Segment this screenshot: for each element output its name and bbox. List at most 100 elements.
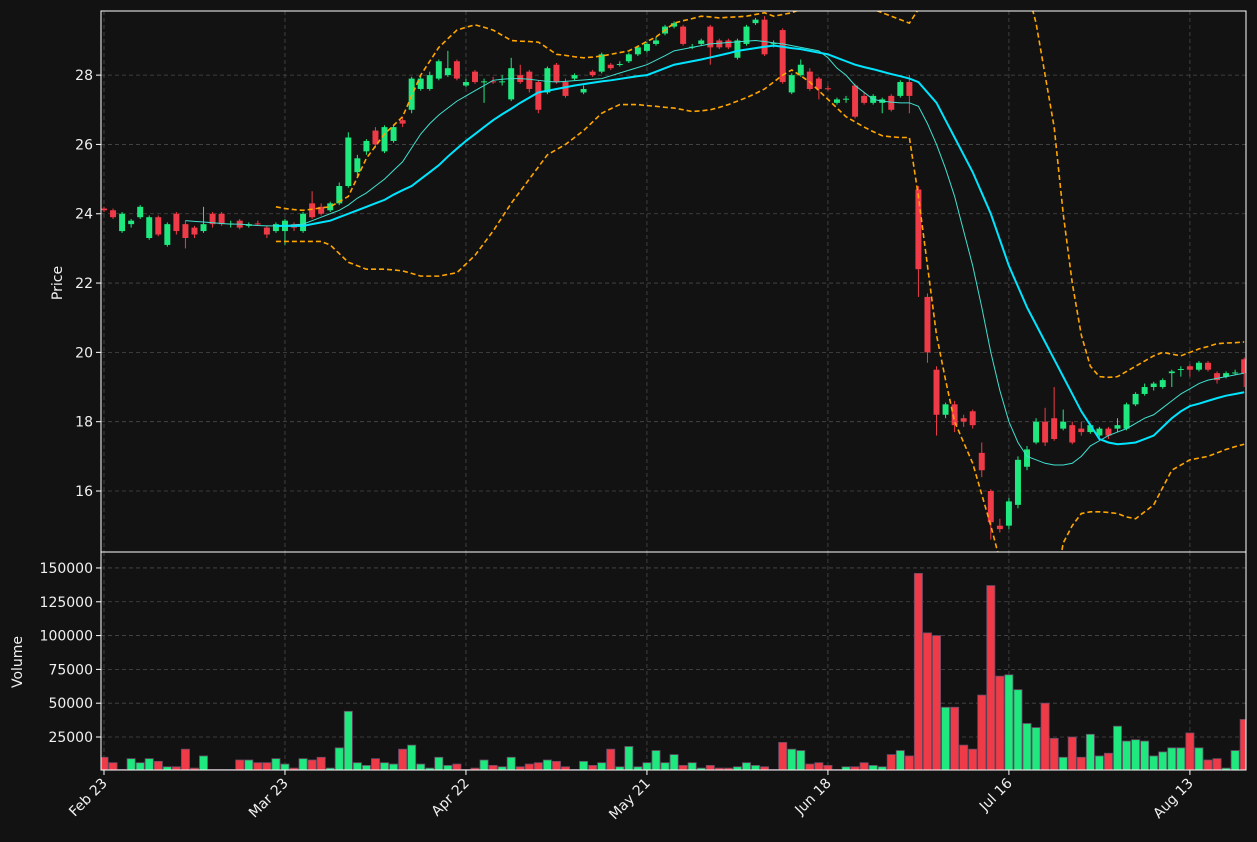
volume-bar <box>959 744 969 770</box>
candle-body <box>263 227 270 235</box>
candle-body <box>671 23 678 27</box>
volume-bar <box>180 748 190 770</box>
candle-body <box>254 223 261 225</box>
candle-body <box>625 54 632 62</box>
volume-bar <box>778 742 788 770</box>
candle-body <box>734 40 741 58</box>
y-tick-label: 22 <box>75 276 93 292</box>
candle-body <box>318 206 325 214</box>
volume-bar <box>968 748 978 770</box>
volume-bar <box>361 765 371 770</box>
volume-bar <box>370 758 380 770</box>
candle-body <box>1168 371 1175 374</box>
volume-bar <box>660 762 670 770</box>
candle-body <box>833 99 840 103</box>
volume-bar <box>1013 689 1023 770</box>
volume-bar <box>624 746 634 770</box>
volume-bar <box>334 747 344 770</box>
volume-bar <box>1067 736 1077 770</box>
volume-bar <box>407 744 417 770</box>
candle-body <box>779 30 786 83</box>
candle-body <box>987 491 994 523</box>
volume-bar <box>1076 756 1086 770</box>
volume-bar <box>823 765 833 770</box>
candle-body <box>182 224 189 239</box>
candle-body <box>345 137 352 187</box>
candle-body <box>164 224 171 245</box>
candle-body <box>1105 428 1112 436</box>
candle-body <box>1096 428 1103 436</box>
candle-body <box>996 525 1003 530</box>
volume-bar <box>932 635 941 770</box>
volume-bar <box>868 765 878 770</box>
candle-body <box>951 404 958 426</box>
volume-bar <box>859 762 869 770</box>
candle-body <box>915 189 922 270</box>
candle-body <box>372 130 379 145</box>
volume-bar <box>742 762 751 770</box>
volume-tick-label: 25000 <box>48 730 93 746</box>
volume-bar <box>380 762 389 770</box>
candle-body <box>1214 373 1221 381</box>
candle-body <box>399 120 406 124</box>
volume-bar <box>1085 733 1095 770</box>
candle-body <box>155 217 162 235</box>
y-tick-label: 16 <box>75 484 93 500</box>
volume-bar <box>389 763 399 770</box>
volume-bar <box>1176 747 1186 770</box>
candle-body <box>906 82 913 96</box>
volume-bar <box>343 710 353 770</box>
volume-tick-label: 100000 <box>40 629 93 645</box>
candle-body <box>327 203 334 211</box>
y-tick-label: 24 <box>75 207 93 223</box>
candle-body <box>191 227 198 235</box>
volume-bar <box>398 748 408 770</box>
volume-bar <box>542 759 552 770</box>
candle-body <box>969 411 976 426</box>
band-line <box>275 11 1245 379</box>
volume-bar <box>1194 747 1204 770</box>
candle-body <box>499 81 506 83</box>
candle-body <box>815 78 822 89</box>
candle-body <box>300 213 307 232</box>
volume-bar <box>307 759 317 770</box>
candle-body <box>1078 428 1085 433</box>
volume-bar <box>524 763 534 770</box>
candle-body <box>933 369 940 415</box>
candle-body <box>1051 418 1058 440</box>
candle-body <box>707 26 714 48</box>
candle-body <box>444 68 451 76</box>
candle-body <box>743 26 750 44</box>
candle-body <box>634 47 641 55</box>
candle-body <box>824 88 831 90</box>
candle-body <box>1177 369 1184 371</box>
candle-body <box>435 61 442 79</box>
candle-body <box>137 206 144 218</box>
candle-body <box>1060 421 1067 429</box>
y-tick-label: 26 <box>75 137 93 153</box>
volume-tick-label: 125000 <box>40 595 93 611</box>
price-panel <box>101 11 1246 552</box>
candle-body <box>490 81 497 83</box>
volume-bar <box>1212 758 1222 770</box>
candle-body <box>1150 383 1157 388</box>
candle-body <box>1123 404 1130 429</box>
volume-bar <box>814 762 824 770</box>
candle-body <box>1114 425 1121 429</box>
candle-body <box>309 203 316 218</box>
candle-body <box>924 296 931 353</box>
candle-body <box>119 213 126 232</box>
volume-bar <box>199 755 209 770</box>
candle-body <box>381 127 388 152</box>
grid-layer <box>101 11 1246 770</box>
candle-body <box>960 418 967 422</box>
candle-body <box>101 208 107 211</box>
volume-bar <box>1140 740 1150 770</box>
candle-body <box>173 213 180 232</box>
moving-average-line <box>185 39 1245 466</box>
candle-body <box>788 75 795 93</box>
volume-bar <box>479 759 489 770</box>
candle-body <box>200 224 207 232</box>
volume-bar <box>126 758 136 770</box>
